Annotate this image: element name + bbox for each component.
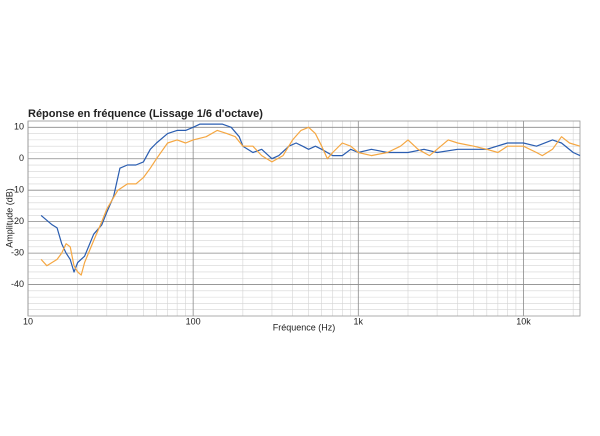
series-line xyxy=(40,126,581,276)
y-tick-label: 0 xyxy=(19,153,24,163)
y-tick-label: -30 xyxy=(11,247,24,257)
x-tick-label: 1k xyxy=(354,316,364,326)
y-tick-label: 10 xyxy=(14,122,24,132)
x-tick-label: 10k xyxy=(516,316,531,326)
x-tick-label: 10 xyxy=(23,316,33,326)
y-tick-label: -10 xyxy=(11,185,24,195)
y-tick-label: -40 xyxy=(11,279,24,289)
x-tick-label: 100 xyxy=(186,316,201,326)
plot-frame xyxy=(27,120,581,317)
y-axis-label: Amplitude (dB) xyxy=(4,188,14,248)
x-axis-label: Fréquence (Hz) xyxy=(273,322,336,332)
y-tick-label: -20 xyxy=(11,216,24,226)
series-line xyxy=(40,123,581,273)
chart-title: Réponse en fréquence (Lissage 1/6 d'octa… xyxy=(28,108,263,120)
